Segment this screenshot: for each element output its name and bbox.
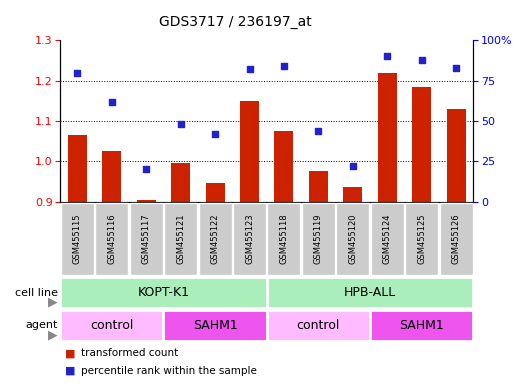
Point (417, 56, 426, 63)
FancyBboxPatch shape (336, 203, 369, 275)
Text: SAHM1: SAHM1 (192, 319, 237, 332)
Text: GSM455126: GSM455126 (451, 214, 461, 264)
Bar (447, 109, 465, 202)
FancyBboxPatch shape (60, 277, 267, 308)
FancyBboxPatch shape (130, 203, 163, 275)
Text: HPB-ALL: HPB-ALL (344, 286, 396, 299)
Text: GSM455121: GSM455121 (176, 214, 185, 264)
Text: GDS3717 / 236197_at: GDS3717 / 236197_at (159, 15, 312, 29)
FancyBboxPatch shape (267, 203, 301, 275)
Bar (68, 135, 87, 202)
FancyBboxPatch shape (233, 203, 266, 275)
Text: percentile rank within the sample: percentile rank within the sample (81, 366, 257, 376)
Bar (343, 187, 362, 202)
Text: transformed count: transformed count (81, 348, 178, 358)
Point (73, 70, 82, 76)
Text: GSM455124: GSM455124 (383, 214, 392, 264)
Text: ▶: ▶ (48, 329, 58, 341)
Text: control: control (90, 319, 133, 332)
FancyBboxPatch shape (439, 203, 473, 275)
Bar (240, 101, 259, 202)
Point (211, 131, 219, 137)
FancyBboxPatch shape (370, 310, 473, 341)
FancyBboxPatch shape (60, 310, 163, 341)
Text: control: control (297, 319, 340, 332)
FancyBboxPatch shape (95, 203, 128, 275)
Text: GSM455116: GSM455116 (107, 214, 116, 264)
Point (245, 66, 254, 73)
Point (142, 166, 151, 172)
Point (176, 121, 185, 127)
Bar (171, 163, 190, 202)
Bar (275, 131, 293, 202)
Point (452, 65, 460, 71)
Text: GSM455120: GSM455120 (348, 214, 357, 264)
Text: cell line: cell line (15, 288, 58, 298)
Text: GSM455122: GSM455122 (211, 214, 220, 264)
Bar (206, 184, 224, 202)
Text: SAHM1: SAHM1 (399, 319, 444, 332)
FancyBboxPatch shape (267, 277, 473, 308)
Text: ■: ■ (65, 366, 76, 376)
FancyBboxPatch shape (61, 203, 94, 275)
Point (349, 163, 357, 169)
Bar (103, 151, 121, 202)
Bar (378, 73, 397, 202)
Text: KOPT-K1: KOPT-K1 (138, 286, 189, 299)
Bar (309, 171, 328, 202)
Point (383, 53, 391, 60)
Text: ■: ■ (65, 348, 76, 358)
Text: GSM455119: GSM455119 (314, 214, 323, 264)
FancyBboxPatch shape (163, 310, 267, 341)
FancyBboxPatch shape (164, 203, 197, 275)
Text: GSM455118: GSM455118 (279, 214, 289, 264)
FancyBboxPatch shape (267, 310, 370, 341)
Text: ▶: ▶ (48, 296, 58, 309)
FancyBboxPatch shape (371, 203, 404, 275)
Bar (137, 200, 156, 202)
Text: GSM455117: GSM455117 (142, 214, 151, 264)
Point (108, 99, 116, 105)
FancyBboxPatch shape (199, 203, 232, 275)
Point (280, 63, 288, 69)
Bar (412, 87, 431, 202)
Text: GSM455125: GSM455125 (417, 214, 426, 264)
FancyBboxPatch shape (302, 203, 335, 275)
Text: GSM455115: GSM455115 (73, 214, 82, 264)
Text: GSM455123: GSM455123 (245, 214, 254, 264)
FancyBboxPatch shape (405, 203, 438, 275)
Point (314, 127, 323, 134)
Text: agent: agent (25, 320, 58, 331)
